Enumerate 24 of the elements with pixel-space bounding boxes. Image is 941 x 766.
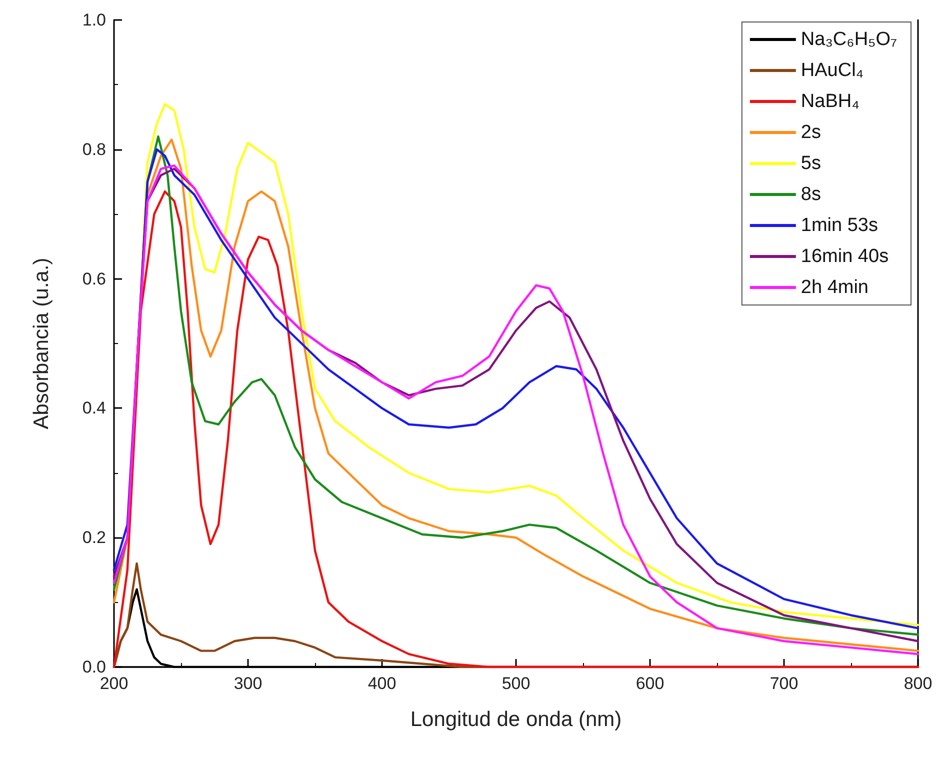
- y-tick-label: 0.8: [82, 140, 106, 159]
- x-tick-label: 400: [368, 674, 396, 693]
- legend-label: 16min 40s: [800, 246, 889, 267]
- legend-label: 1min 53s: [800, 215, 878, 236]
- legend-label: HAuCl₄: [800, 60, 864, 81]
- legend-label: Na₃C₆H₅O₇: [800, 29, 898, 50]
- legend-label: NaBH₄: [800, 91, 860, 112]
- x-tick-label: 300: [234, 674, 262, 693]
- y-tick-label: 0.4: [82, 398, 106, 418]
- y-axis-title: Absorbancia (u.a.): [30, 258, 53, 430]
- y-tick-label: 0.0: [82, 658, 106, 676]
- x-axis-title: Longitud de onda (nm): [410, 708, 622, 731]
- y-tick-label: 0.6: [82, 269, 106, 288]
- x-tick-label: 700: [770, 674, 798, 693]
- legend-label: 2h 4min: [800, 277, 869, 298]
- y-tick-label: 1.0: [82, 10, 106, 30]
- x-tick-label: 200: [100, 674, 128, 693]
- legend-label: 2s: [800, 122, 821, 143]
- legend-label: 8s: [800, 184, 821, 205]
- x-tick-label: 800: [904, 674, 932, 693]
- x-tick-label: 600: [636, 674, 664, 693]
- legend-label: 5s: [800, 153, 821, 174]
- y-tick-label: 0.2: [82, 528, 106, 548]
- x-tick-label: 500: [502, 674, 530, 693]
